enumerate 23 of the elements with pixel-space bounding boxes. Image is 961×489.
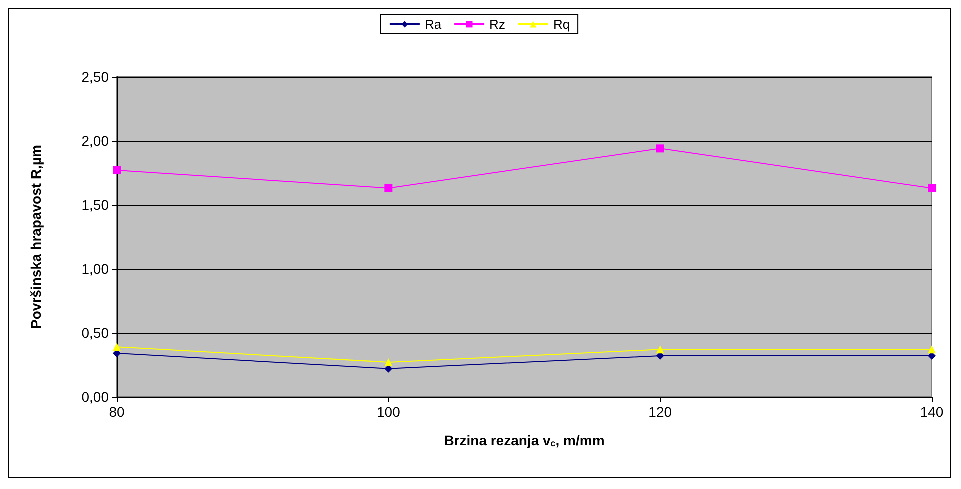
y-tick-label: 1,00 — [82, 261, 110, 277]
point — [928, 346, 936, 354]
legend-label: Rz — [490, 17, 506, 32]
legend-label: Ra — [424, 17, 442, 32]
point — [656, 346, 664, 354]
x-tick-label: 100 — [376, 404, 401, 420]
x-tick-label: 80 — [109, 404, 125, 420]
point — [113, 166, 121, 174]
point — [384, 358, 393, 366]
point — [384, 184, 393, 192]
y-tick-label: 2,00 — [82, 133, 110, 149]
x-tick-label: 120 — [648, 404, 672, 420]
x-tick-label: 140 — [920, 404, 944, 420]
y-tick-label: 2,50 — [82, 69, 110, 85]
y-tick-label: 0,50 — [82, 325, 110, 341]
point — [656, 144, 664, 153]
point — [113, 343, 121, 352]
y-tick-label: 0,00 — [82, 389, 110, 405]
y-tick-label: 1,50 — [82, 197, 110, 213]
x-axis-title: Brzina rezanja vc, m/mm — [444, 432, 605, 448]
y-axis-title: Površinska hrapavost R,µm — [28, 145, 44, 329]
legend-label: Rq — [553, 17, 570, 32]
point — [928, 184, 936, 192]
